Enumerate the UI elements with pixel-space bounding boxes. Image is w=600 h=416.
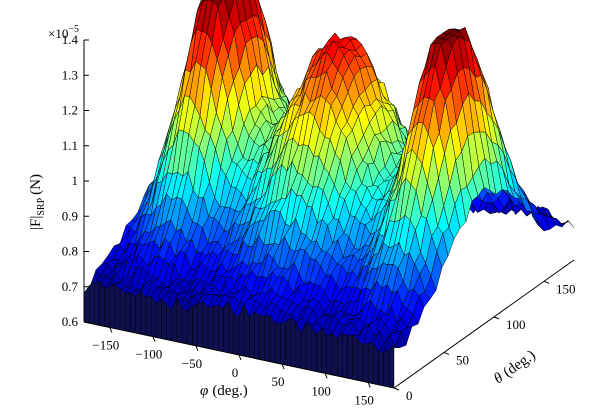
surface-skirt [192, 303, 198, 347]
surface-skirt [202, 301, 209, 349]
x-tick-mark [281, 363, 285, 370]
surface-skirt [336, 332, 343, 378]
surface-skirt [161, 298, 167, 340]
surface-skirt [223, 301, 229, 354]
surface-skirt [342, 332, 348, 379]
surface-skirt [264, 315, 271, 362]
surface-skirt [357, 339, 364, 382]
surface-skirt [145, 295, 152, 337]
x-tick-mark [238, 354, 242, 361]
surface-skirt [383, 350, 390, 388]
surface-skirt [388, 344, 395, 389]
surface-skirt [305, 323, 312, 371]
surface-skirt [259, 315, 266, 361]
z-exponent-label: ×10−5 [48, 24, 79, 41]
surface-skirt [269, 315, 276, 363]
surface-skirt [280, 322, 286, 366]
z-axis-title: |F|SRP(N) [28, 174, 47, 230]
surface-skirt [99, 281, 105, 327]
y-tick-label: 50 [456, 352, 469, 367]
surface-skirt [114, 284, 121, 330]
z-tick-label: 1.2 [62, 103, 78, 118]
surface-skirt [104, 286, 111, 328]
z-tick-label: 1.3 [62, 67, 78, 82]
y-tick-label: 150 [556, 281, 576, 296]
surface-skirt [249, 311, 255, 359]
x-tick-label: −50 [182, 356, 202, 371]
x-tick-mark [152, 336, 156, 342]
surface-skirt [347, 334, 353, 380]
surface-skirt [285, 318, 291, 367]
x-tick-mark [195, 345, 199, 352]
surface-mesh [83, 0, 575, 389]
surface-skirt [321, 328, 328, 374]
surface-skirt [254, 311, 260, 360]
surface-skirt [233, 314, 240, 356]
surface-skirt [362, 343, 369, 383]
surface-skirt [316, 328, 322, 373]
surface-skirt [130, 292, 136, 334]
x-tick-mark [324, 373, 328, 379]
surface-skirt [326, 333, 333, 376]
y-tick-label: 100 [506, 317, 526, 332]
x-tick-label: −100 [135, 347, 162, 362]
tick-labels: 0.6 0.7 0.8 0.9 1 1.1 1.2 1.3 1.4 −150 −100 −50 0 50 1… [62, 32, 576, 408]
y-tick-mark [443, 351, 450, 355]
surface-skirt [331, 333, 338, 377]
surface-skirt [125, 292, 131, 333]
x-axis-title: φ (deg.) [200, 383, 248, 399]
surface-skirt [311, 327, 317, 372]
x-tick-label: 150 [354, 393, 374, 408]
surface-skirt [88, 282, 95, 325]
surface-skirt [352, 334, 359, 381]
z-tick-label: 1.1 [62, 138, 78, 153]
surface-skirt [119, 289, 126, 332]
z-tick-label: 0.9 [62, 208, 78, 223]
surface-skirt [166, 305, 173, 341]
y-tick-label: 0 [406, 388, 413, 403]
surface-skirt [274, 323, 281, 365]
surface-skirt [83, 285, 90, 324]
z-tick-label: 0.7 [62, 279, 79, 294]
surface-skirt [135, 291, 142, 335]
z-tick-label: 1 [72, 173, 79, 188]
x-tick-label: 100 [311, 383, 331, 398]
y-tick-mark [543, 280, 550, 284]
x-tick-label: 50 [272, 374, 285, 389]
surface-skirt [187, 306, 193, 346]
y-tick-mark [393, 387, 400, 391]
z-tick-label: 0.8 [62, 244, 78, 259]
surface-skirt [181, 308, 188, 345]
y-axis-title: θ(deg.) [491, 347, 538, 387]
surface-skirt [94, 281, 100, 326]
y-tick-mark [493, 316, 500, 320]
surface-skirt [156, 298, 162, 339]
x-tick-mark [367, 382, 371, 388]
surface-skirt [290, 318, 297, 368]
surface-skirt [378, 351, 384, 387]
surface-skirt [212, 305, 219, 351]
z-tick-label: 0.6 [62, 314, 79, 329]
x-tick-label: 0 [232, 365, 239, 380]
z-tick-label: 1.4 [62, 32, 79, 47]
surface-skirt [207, 306, 214, 350]
surface-skirt [218, 305, 224, 352]
surface-skirt [140, 291, 147, 336]
surface-skirt [109, 284, 116, 329]
surface-skirt [367, 342, 374, 384]
x-tick-mark [109, 327, 113, 333]
x-tick-label: −150 [92, 338, 119, 353]
surface-skirt [197, 301, 204, 348]
